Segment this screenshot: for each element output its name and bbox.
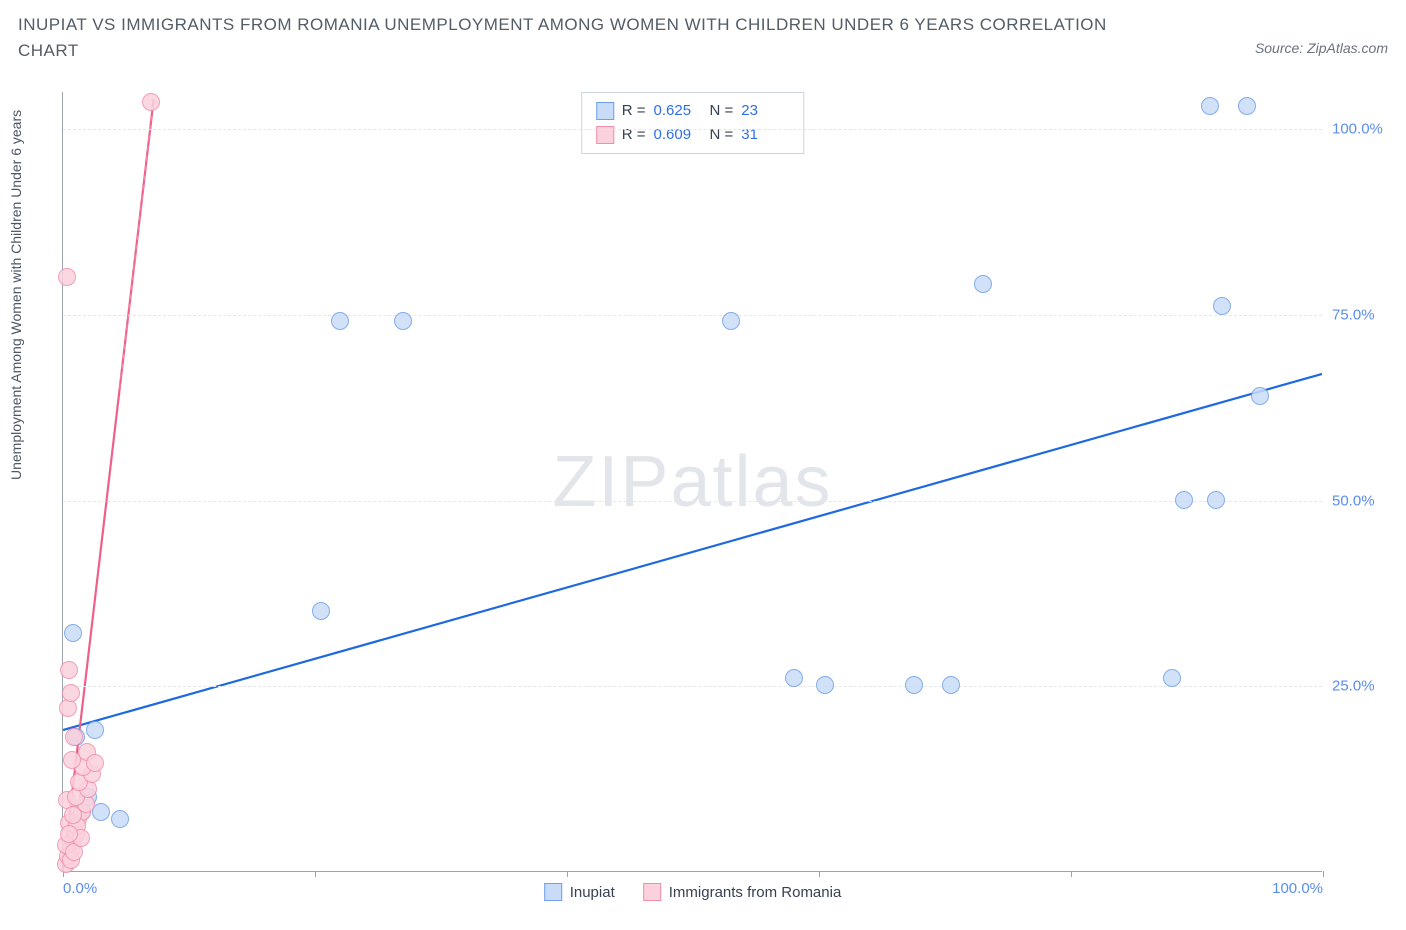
data-point <box>942 676 960 694</box>
data-point <box>60 661 78 679</box>
x-tick <box>567 871 568 877</box>
data-point <box>1207 491 1225 509</box>
y-axis-label: Unemployment Among Women with Children U… <box>8 110 24 480</box>
x-tick <box>1071 871 1072 877</box>
stats-swatch-0 <box>596 102 614 120</box>
data-point <box>60 825 78 843</box>
data-point <box>65 728 83 746</box>
data-point <box>974 275 992 293</box>
legend-swatch-0 <box>544 883 562 901</box>
x-tick-label: 100.0% <box>1272 880 1323 897</box>
watermark-atlas: atlas <box>670 442 832 522</box>
gridline-h <box>63 686 1322 687</box>
stats-box: R = 0.625 N = 23 R = 0.609 N = 31 <box>581 92 805 154</box>
legend-swatch-1 <box>643 883 661 901</box>
stats-n-value-0: 23 <box>741 99 789 123</box>
data-point <box>1213 297 1231 315</box>
data-point <box>312 602 330 620</box>
x-tick <box>315 871 316 877</box>
stats-n-value-1: 31 <box>741 123 789 147</box>
data-point <box>62 684 80 702</box>
data-point <box>64 624 82 642</box>
x-tick <box>819 871 820 877</box>
y-tick-label: 100.0% <box>1332 121 1392 138</box>
watermark-zip: ZIP <box>552 442 670 522</box>
stats-r-label: R = <box>622 123 646 147</box>
data-point <box>86 721 104 739</box>
y-tick-label: 75.0% <box>1332 306 1392 323</box>
data-point <box>722 312 740 330</box>
gridline-h <box>63 129 1322 130</box>
legend-item-1: Immigrants from Romania <box>643 883 842 901</box>
stats-row-0: R = 0.625 N = 23 <box>596 99 790 123</box>
data-point <box>1175 491 1193 509</box>
data-point <box>58 268 76 286</box>
scatter-plot: ZIPatlas R = 0.625 N = 23 R = 0.609 N = … <box>62 92 1322 872</box>
data-point <box>142 93 160 111</box>
stats-n-label: N = <box>710 123 734 147</box>
legend: Inupiat Immigrants from Romania <box>544 883 842 901</box>
stats-r-label: R = <box>622 99 646 123</box>
data-point <box>331 312 349 330</box>
gridline-h <box>63 315 1322 316</box>
trend-lines <box>63 92 1322 871</box>
data-point <box>1163 669 1181 687</box>
legend-label-0: Inupiat <box>570 884 615 901</box>
data-point <box>785 669 803 687</box>
chart-title: INUPIAT VS IMMIGRANTS FROM ROMANIA UNEMP… <box>18 12 1118 63</box>
stats-r-value-0: 0.625 <box>654 99 702 123</box>
legend-label-1: Immigrants from Romania <box>669 884 842 901</box>
legend-item-0: Inupiat <box>544 883 615 901</box>
stats-r-value-1: 0.609 <box>654 123 702 147</box>
data-point <box>1251 387 1269 405</box>
data-point <box>1201 97 1219 115</box>
stats-row-1: R = 0.609 N = 31 <box>596 123 790 147</box>
stats-n-label: N = <box>710 99 734 123</box>
watermark: ZIPatlas <box>552 441 832 523</box>
x-tick-label: 0.0% <box>63 880 97 897</box>
data-point <box>816 676 834 694</box>
x-tick <box>1323 871 1324 877</box>
y-tick-label: 50.0% <box>1332 492 1392 509</box>
data-point <box>64 806 82 824</box>
source-label: Source: ZipAtlas.com <box>1255 40 1388 56</box>
data-point <box>905 676 923 694</box>
gridline-h <box>63 501 1322 502</box>
data-point <box>86 754 104 772</box>
data-point <box>1238 97 1256 115</box>
data-point <box>111 810 129 828</box>
y-tick-label: 25.0% <box>1332 678 1392 695</box>
data-point <box>394 312 412 330</box>
